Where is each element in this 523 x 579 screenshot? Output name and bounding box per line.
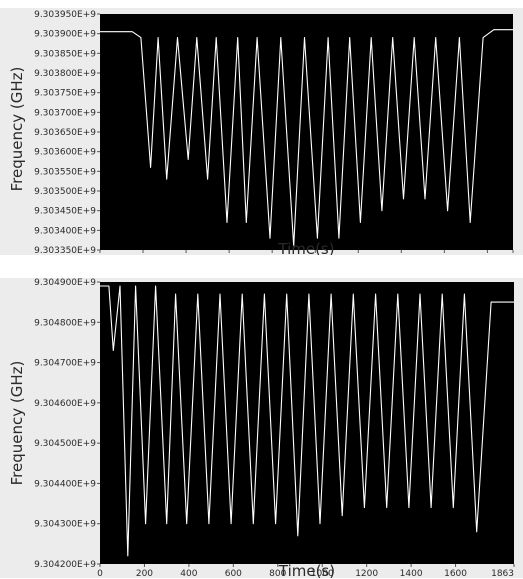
y-tick-label: 9.303400E+9 (34, 226, 96, 236)
y-tick-label: 9.303850E+9 (34, 49, 96, 59)
y-axis-title: Frequency (GHz) (8, 67, 26, 192)
y-tick-label: 9.303750E+9 (34, 89, 96, 99)
x-tick-label: 1200 (355, 569, 378, 578)
x-tick-label: 1863 (491, 569, 514, 578)
y-tick-label: 9.303800E+9 (34, 69, 96, 79)
chart-panel-1: 9.303350E+9 9.303400E+9 9.303450E+9 9.30350… (0, 8, 523, 255)
x-tick-label: 1400 (400, 569, 423, 578)
x-tick-label: 1600 (444, 569, 467, 578)
y-tick-label: 9.303600E+9 (34, 148, 96, 158)
x-tick-label: 0 (97, 569, 103, 578)
plot-area (100, 14, 513, 250)
y-axis-title: Frequency (GHz) (8, 361, 26, 486)
y-tick-label: 9.304900E+9 (34, 278, 96, 288)
y-tick-label: 9.303700E+9 (34, 108, 96, 118)
chart-panel-2: 9.304200E+9 9.304300E+9 9.304400E+9 9.30450… (0, 278, 523, 578)
x-tick-label: 1000 (311, 569, 334, 578)
y-tick-label: 9.304500E+9 (34, 439, 96, 449)
y-tick-label: 9.303950E+9 (34, 10, 96, 20)
y-tick-label: 9.303900E+9 (34, 30, 96, 40)
y-tick-label: 9.303350E+9 (34, 246, 96, 255)
frequency-chart-2: 9.304200E+9 9.304300E+9 9.304400E+9 9.30450… (8, 278, 515, 578)
y-tick-label: 9.303450E+9 (34, 207, 96, 217)
x-axis-title: Time(s) (278, 562, 335, 578)
y-tick-label: 9.304400E+9 (34, 479, 96, 489)
y-tick-label: 9.304700E+9 (34, 359, 96, 369)
x-tick-label: 600 (225, 569, 242, 578)
y-tick-label: 9.303500E+9 (34, 187, 96, 197)
x-tick-label: 800 (269, 569, 286, 578)
frequency-series-line (100, 285, 514, 557)
y-tick-label: 9.303650E+9 (34, 128, 96, 138)
y-tick-label: 9.303550E+9 (34, 167, 96, 177)
y-tick-label: 9.304600E+9 (34, 399, 96, 409)
frequency-chart-1: 9.303350E+9 9.303400E+9 9.303450E+9 9.30350… (8, 10, 514, 255)
x-tick-label: 200 (136, 569, 153, 578)
y-tick-label: 9.304300E+9 (34, 520, 96, 530)
x-tick-label: 400 (180, 569, 197, 578)
y-tick-label: 9.304800E+9 (34, 318, 96, 328)
frequency-series-line (100, 29, 513, 247)
y-tick-label: 9.304200E+9 (34, 560, 96, 570)
x-axis-title: Time(s) (277, 240, 334, 255)
